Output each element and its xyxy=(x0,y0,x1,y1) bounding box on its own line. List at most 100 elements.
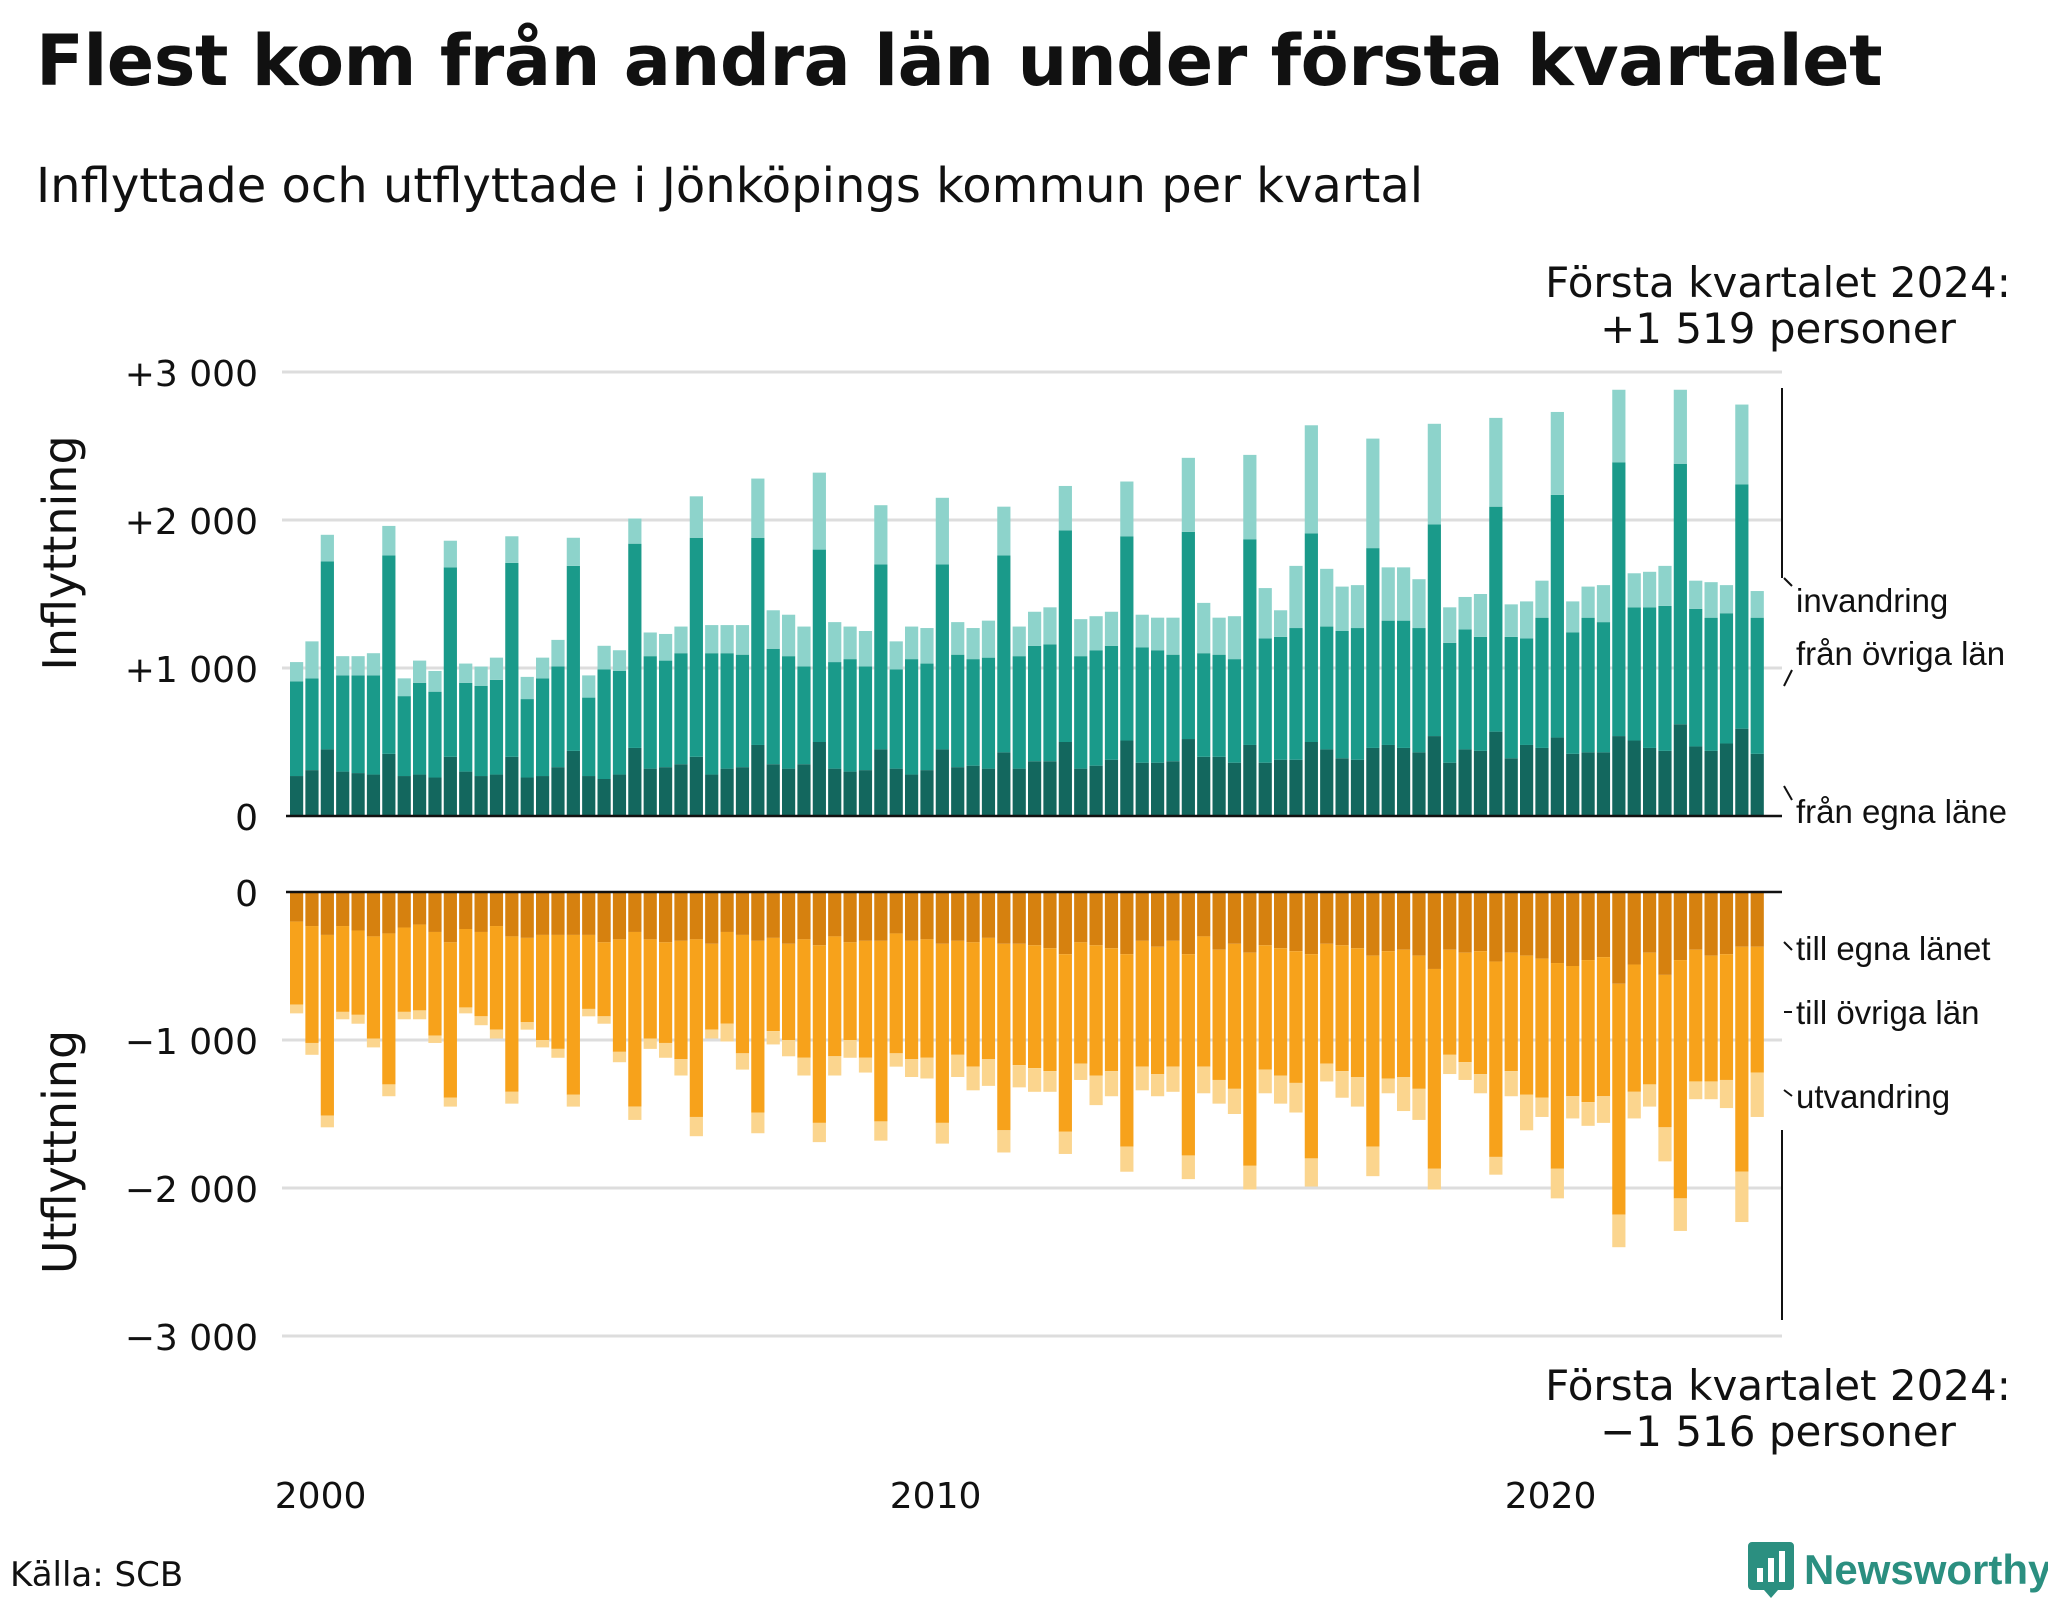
bar-segment xyxy=(1412,955,1426,1089)
bar-segment xyxy=(1750,892,1764,947)
bar-segment xyxy=(1643,892,1657,953)
bar-segment xyxy=(1704,1081,1718,1100)
bar-segment xyxy=(874,505,888,565)
bar-segment xyxy=(674,626,688,654)
bar-segment xyxy=(1550,1168,1564,1199)
series-label: till egna länet xyxy=(1796,930,1990,967)
bar-segment xyxy=(1289,892,1303,952)
bar-segment xyxy=(1658,565,1672,606)
bar-segment xyxy=(628,543,642,748)
bar-segment xyxy=(843,942,857,1040)
bar-segment xyxy=(290,662,304,682)
bar-segment xyxy=(1643,952,1657,1085)
bar-segment xyxy=(1043,761,1057,816)
bar-segment xyxy=(505,892,519,937)
bar-segment xyxy=(1089,765,1103,816)
bar-segment xyxy=(659,633,673,661)
bar-segment xyxy=(1719,743,1734,816)
bar-segment xyxy=(413,892,427,925)
bar-segment xyxy=(1473,750,1488,816)
bar-segment xyxy=(1643,1084,1657,1107)
bar-segment xyxy=(459,771,473,816)
bar-segment xyxy=(905,892,919,941)
y-tick-label-bottom: −3 000 xyxy=(125,1318,258,1359)
bar-segment xyxy=(1074,1063,1088,1080)
bar-segment xyxy=(505,562,519,757)
bar-segment xyxy=(1289,951,1303,1083)
bar-segment xyxy=(1535,892,1549,959)
bar-segment xyxy=(1489,961,1503,1157)
y-tick-label-top: 0 xyxy=(235,798,258,839)
bar-segment xyxy=(1735,892,1749,947)
bar-segment xyxy=(536,934,550,1040)
bar-segment xyxy=(1243,1165,1257,1190)
annotation-top-line2: +1 519 personer xyxy=(1600,304,1957,353)
bar-segment xyxy=(1120,954,1134,1147)
bar-segment xyxy=(705,653,719,775)
label-leader xyxy=(1783,785,1793,801)
bar-segment xyxy=(582,675,596,698)
bar-segment xyxy=(1197,936,1211,1067)
bar-segment xyxy=(566,934,580,1095)
bar-segment xyxy=(443,1097,457,1107)
bar-segment xyxy=(1581,752,1595,816)
bar-segment xyxy=(1274,948,1288,1076)
bar-segment xyxy=(1366,892,1380,956)
bar-segment xyxy=(997,555,1011,753)
bar-segment xyxy=(1443,892,1457,950)
x-tick-labels: 2000 2010 2020 xyxy=(275,1476,1597,1517)
bar-segment xyxy=(1504,952,1518,1072)
bar-segment xyxy=(582,776,596,816)
bar-segment xyxy=(1151,946,1165,1075)
bar-segment xyxy=(920,663,934,771)
bar-segment xyxy=(1489,506,1503,732)
bar-segment xyxy=(1381,567,1395,621)
bar-segment xyxy=(1504,892,1518,953)
bar-segment xyxy=(1596,957,1611,1097)
chart-title: Flest kom från andra län under första kv… xyxy=(36,20,1883,102)
bar-segment xyxy=(1381,892,1395,952)
axis-lines xyxy=(286,388,1783,1320)
bar-segment xyxy=(858,631,873,667)
bar-segment xyxy=(1104,759,1119,816)
bar-segment xyxy=(1673,463,1687,725)
y-tick-label-bottom: −1 000 xyxy=(125,1022,258,1063)
bar-segment xyxy=(1535,580,1549,618)
bar-segment xyxy=(705,892,719,944)
bar-segment xyxy=(766,1031,780,1045)
bar-segment xyxy=(981,768,996,816)
bar-segment xyxy=(1058,892,1072,955)
bar-segment xyxy=(1458,952,1472,1063)
bar-segment xyxy=(1212,949,1226,1080)
bar-segment xyxy=(597,942,611,1017)
bar-chart-icon xyxy=(1748,1542,1794,1598)
bar-segment xyxy=(1089,616,1103,651)
bar-segment xyxy=(459,663,473,683)
bar-segment xyxy=(413,682,427,775)
bar-segment xyxy=(489,657,504,680)
bar-segment xyxy=(735,625,750,655)
bar-segment xyxy=(1197,602,1211,654)
series-label: invandring xyxy=(1796,582,1948,619)
bar-segment xyxy=(582,1008,596,1017)
bar-segment xyxy=(1643,571,1657,608)
bar-segment xyxy=(443,942,457,1098)
bar-segment xyxy=(1566,1096,1580,1119)
bar-segment xyxy=(689,496,703,538)
bar-segment xyxy=(1335,945,1349,1072)
bar-segment xyxy=(1704,750,1718,816)
bar-segment xyxy=(1504,636,1518,759)
bar-segment xyxy=(1612,389,1626,463)
bar-segment xyxy=(858,940,873,1058)
newsworthy-logo[interactable]: Newsworthy xyxy=(1748,1542,2048,1598)
bar-segment xyxy=(1643,607,1657,748)
bar-segment xyxy=(843,771,857,816)
bar-segment xyxy=(1089,1075,1103,1106)
bar-segment xyxy=(812,945,826,1123)
bar-segment xyxy=(797,939,811,1058)
bar-segment xyxy=(659,660,673,768)
bar-segment xyxy=(1120,536,1134,741)
bar-segment xyxy=(566,750,580,816)
bar-segment xyxy=(1320,749,1334,816)
bar-segment xyxy=(1627,964,1641,1092)
